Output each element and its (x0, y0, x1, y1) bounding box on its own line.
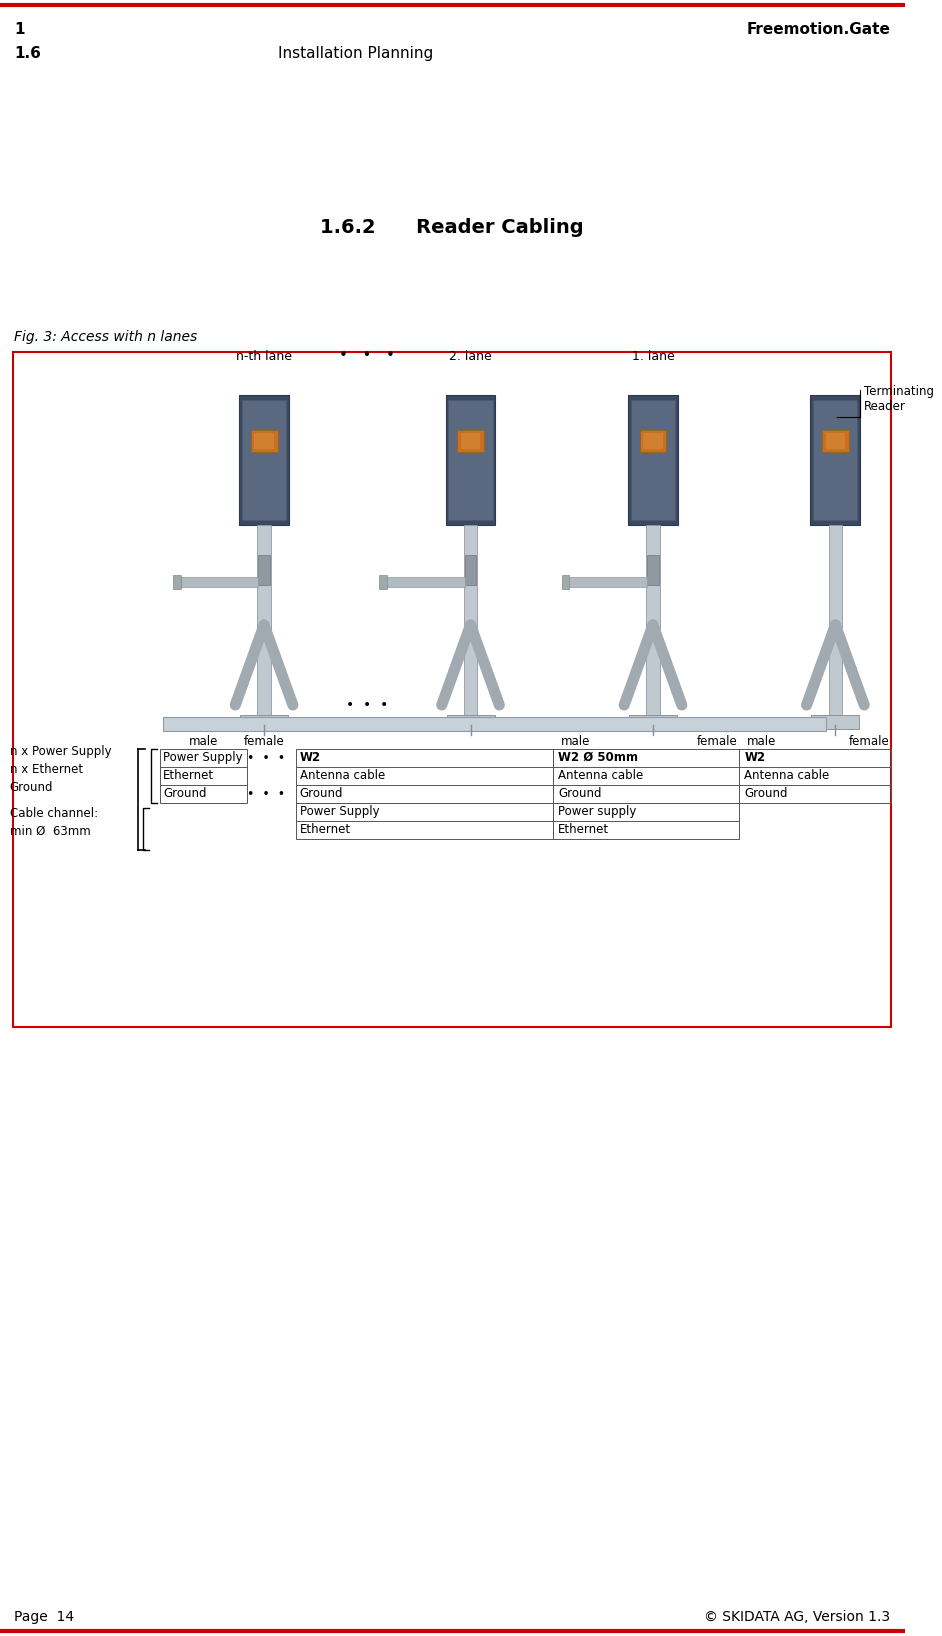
Bar (561, 574, 569, 589)
Bar (739, 749, 891, 803)
Text: n x Power Supply: n x Power Supply (9, 744, 111, 757)
Bar (810, 394, 860, 525)
Text: n-th lane: n-th lane (236, 350, 292, 363)
Text: © SKIDATA AG, Version 1.3: © SKIDATA AG, Version 1.3 (704, 1610, 890, 1625)
Text: Power Supply: Power Supply (163, 751, 243, 764)
Text: 2. lane: 2. lane (449, 350, 492, 363)
Text: Page  14: Page 14 (14, 1610, 74, 1625)
Bar (813, 399, 857, 520)
Bar (254, 434, 274, 448)
Text: Ethernet: Ethernet (300, 823, 350, 836)
Bar (829, 525, 842, 725)
Text: male: male (189, 735, 219, 748)
Bar (178, 578, 258, 587)
Text: •  •  •: • • • (346, 699, 388, 712)
Text: Ground: Ground (300, 787, 343, 800)
Text: Ground: Ground (558, 787, 601, 800)
Text: •  •  •: • • • (247, 789, 285, 802)
Text: Ethernet: Ethernet (558, 823, 609, 836)
Bar (448, 399, 493, 520)
Text: 1. lane: 1. lane (631, 350, 674, 363)
Bar (566, 578, 647, 587)
Bar (553, 749, 739, 803)
Text: 1.6: 1.6 (14, 46, 41, 61)
Text: min Ø  63mm: min Ø 63mm (9, 825, 90, 838)
Bar (463, 525, 478, 725)
Text: Antenna cable: Antenna cable (558, 769, 643, 782)
Text: Ground: Ground (9, 780, 53, 793)
Bar (257, 525, 270, 725)
Bar (811, 715, 859, 730)
Bar (631, 399, 675, 520)
Bar (251, 430, 278, 452)
Text: Antenna cable: Antenna cable (300, 769, 385, 782)
Bar (646, 525, 659, 725)
Text: male: male (560, 735, 590, 748)
Bar (160, 749, 247, 803)
Bar (640, 430, 666, 452)
Text: Fig. 3: Access with n lanes: Fig. 3: Access with n lanes (14, 330, 198, 344)
Bar (447, 715, 495, 730)
Bar (242, 399, 286, 520)
Text: W2: W2 (300, 751, 320, 764)
Text: female: female (697, 735, 738, 748)
Bar (296, 803, 553, 839)
Text: W2 Ø 50mm: W2 Ø 50mm (558, 751, 638, 764)
Bar (461, 434, 480, 448)
Bar (643, 434, 662, 448)
Bar (826, 434, 845, 448)
Text: Terminating
Reader: Terminating Reader (864, 384, 934, 412)
Bar (239, 394, 289, 525)
Text: female: female (849, 735, 889, 748)
Bar (384, 578, 464, 587)
Text: Antenna cable: Antenna cable (744, 769, 830, 782)
Bar (296, 749, 553, 803)
Text: Cable channel:: Cable channel: (9, 807, 98, 820)
Text: Power supply: Power supply (558, 805, 636, 818)
Text: 1: 1 (14, 21, 24, 38)
Bar (457, 430, 484, 452)
Text: •   •   •: • • • (339, 348, 396, 363)
Text: •  •  •: • • • (247, 753, 285, 766)
Text: Ethernet: Ethernet (163, 769, 215, 782)
Text: Ground: Ground (163, 787, 206, 800)
Bar (553, 803, 739, 839)
Bar (163, 717, 826, 731)
Text: Ground: Ground (744, 787, 788, 800)
Bar (258, 555, 269, 586)
Text: W2: W2 (744, 751, 765, 764)
Bar (13, 352, 891, 1027)
Text: 1.6.2      Reader Cabling: 1.6.2 Reader Cabling (320, 218, 584, 237)
Bar (464, 555, 477, 586)
Text: Installation Planning: Installation Planning (279, 46, 433, 61)
Bar (172, 574, 181, 589)
Bar (822, 430, 849, 452)
Text: n x Ethernet: n x Ethernet (9, 762, 83, 775)
Text: female: female (243, 735, 284, 748)
Bar (240, 715, 288, 730)
Bar (446, 394, 495, 525)
Bar (629, 715, 677, 730)
Bar (647, 555, 658, 586)
Text: Freemotion.Gate: Freemotion.Gate (746, 21, 890, 38)
Bar (628, 394, 678, 525)
Bar (380, 574, 387, 589)
Text: male: male (747, 735, 776, 748)
Text: Power Supply: Power Supply (300, 805, 380, 818)
